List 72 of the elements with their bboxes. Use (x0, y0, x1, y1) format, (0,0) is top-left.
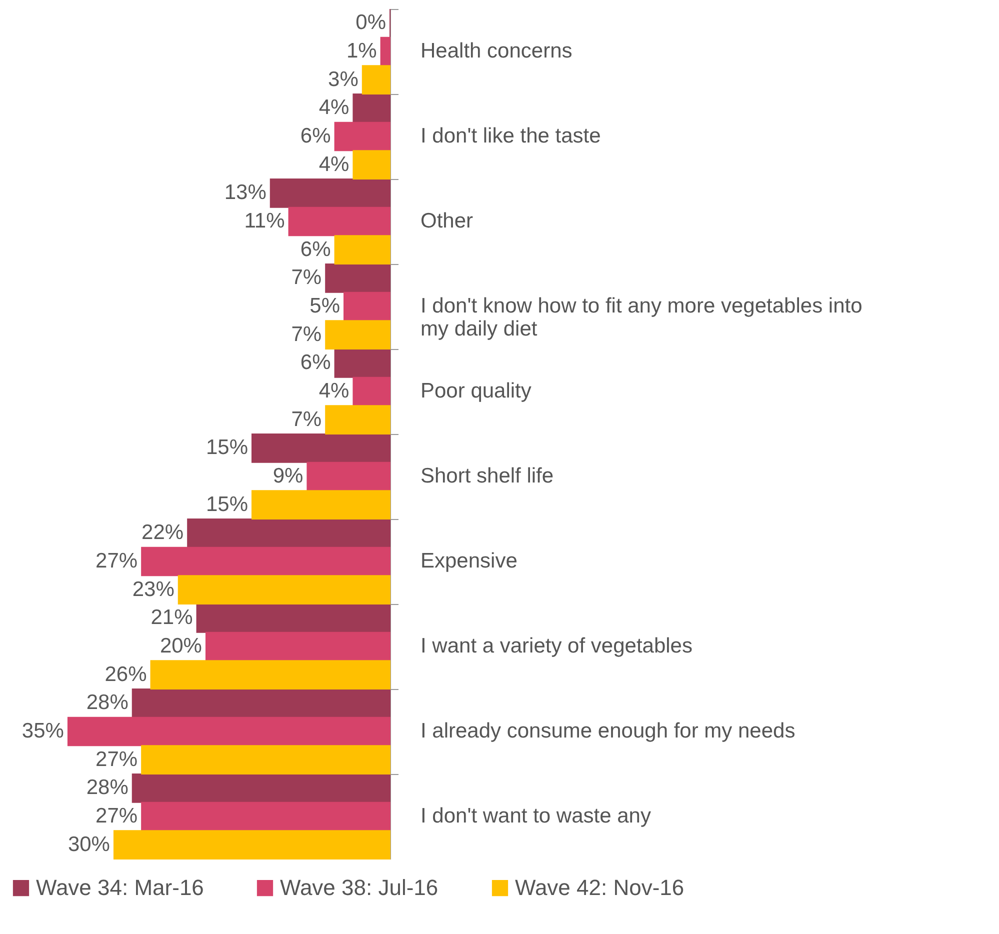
y-tick-label: I don't want to waste any (420, 804, 652, 828)
bar (132, 774, 390, 803)
bar (178, 575, 390, 604)
data-label: 4% (318, 96, 350, 120)
legend-label: Wave 38: Jul-16 (280, 875, 438, 900)
data-label: 28% (86, 776, 128, 800)
bar (352, 94, 390, 123)
data-label: 5% (310, 294, 340, 318)
data-label: 7% (291, 408, 322, 431)
bar (150, 660, 390, 690)
data-label: 20% (160, 634, 202, 658)
bar (334, 122, 390, 152)
bar (251, 490, 390, 520)
bar (334, 235, 390, 264)
bar (362, 65, 390, 94)
bar (251, 434, 390, 463)
bar (334, 348, 390, 378)
data-label: 3% (328, 68, 358, 91)
data-label: 1% (346, 40, 377, 62)
bar (187, 518, 390, 548)
bar (325, 320, 390, 350)
bar (196, 604, 390, 633)
data-label: 13% (224, 181, 266, 204)
bar (205, 632, 390, 662)
data-label: 15% (206, 492, 248, 516)
bar (325, 264, 390, 293)
data-label: 7% (291, 322, 322, 346)
data-label: 27% (96, 748, 138, 771)
data-label: 7% (291, 266, 322, 290)
y-tick-label: Poor quality (420, 380, 532, 402)
y-tick-label: Health concerns (420, 40, 572, 62)
bar (352, 150, 390, 180)
data-label: 6% (300, 351, 331, 374)
bar (67, 716, 390, 746)
data-label: 21% (150, 606, 193, 630)
data-label: 4% (318, 380, 350, 402)
data-label: 9% (272, 464, 304, 488)
y-tick-label: Other (420, 210, 474, 232)
bar (352, 376, 390, 406)
data-label: 15% (206, 436, 248, 460)
bar (288, 206, 390, 236)
data-label: 28% (86, 691, 128, 714)
data-label: 23% (132, 578, 174, 601)
bar (343, 292, 390, 322)
y-tick-label: I don't like the taste (420, 124, 601, 148)
bar (306, 462, 390, 492)
data-label: 30% (68, 832, 110, 856)
legend-label: Wave 42: Nov-16 (515, 875, 684, 900)
bar (270, 178, 390, 208)
bar (141, 546, 390, 576)
y-tick-label: Short shelf life (420, 464, 554, 488)
data-label: 27% (96, 804, 138, 828)
data-label: 6% (300, 238, 331, 261)
y-tick-label: I want a variety of vegetables (420, 634, 692, 658)
bar (380, 36, 390, 66)
y-tick-label: I already consume enough for my needs (420, 720, 796, 742)
data-label: 35% (22, 720, 64, 742)
bar (132, 688, 390, 718)
y-tick-label: Expensive (420, 550, 518, 572)
bar (325, 405, 390, 434)
data-label: 4% (318, 152, 350, 176)
y-tick-label: I don't know how to fit any more vegetables into my daily diet (420, 294, 862, 340)
bar (141, 802, 390, 832)
data-label: 11% (244, 210, 285, 232)
data-label: 26% (104, 662, 147, 686)
data-label: 22% (142, 521, 184, 544)
data-label: 6% (300, 124, 331, 148)
bar (141, 745, 390, 774)
data-label: 0% (356, 11, 386, 34)
legend-label: Wave 34: Mar-16 (36, 875, 204, 900)
bar (113, 830, 390, 860)
data-label: 27% (96, 550, 138, 572)
